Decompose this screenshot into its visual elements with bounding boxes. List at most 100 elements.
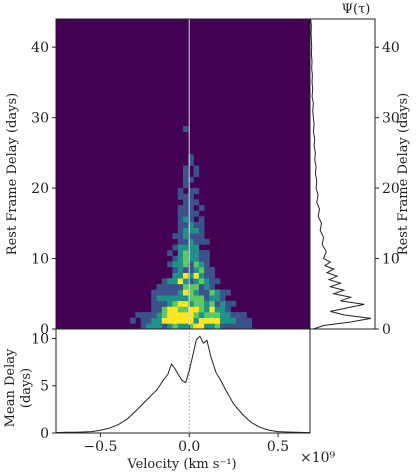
heatmap-cell xyxy=(193,210,200,217)
heatmap-cell xyxy=(204,312,210,319)
mean-frame xyxy=(55,328,311,434)
heatmap-cell xyxy=(177,278,184,285)
heatmap-cell xyxy=(188,154,194,161)
heatmap-cell xyxy=(156,295,163,302)
heatmap-cell xyxy=(198,317,205,324)
heatmap-cell xyxy=(183,261,189,268)
heatmap-cell xyxy=(193,278,200,285)
heatmap-cell xyxy=(156,289,163,296)
heatmap-cell xyxy=(204,250,210,257)
heatmap-cell xyxy=(177,289,184,296)
heatmap-cell xyxy=(188,278,194,285)
heatmap-cell xyxy=(225,300,231,307)
heatmap-cell xyxy=(209,323,216,330)
heatmap-cell xyxy=(177,250,184,257)
heatmap-cell xyxy=(183,221,189,228)
heatmap-cell xyxy=(183,278,189,285)
heatmap-cell xyxy=(167,283,173,290)
heatmap-cell xyxy=(172,295,179,302)
heatmap-cell xyxy=(151,289,157,296)
heatmap-cell xyxy=(130,317,136,324)
heatmap-cell xyxy=(188,244,194,251)
heatmap-cell xyxy=(183,238,189,245)
heatmap-cell xyxy=(183,205,189,211)
heatmap-cell xyxy=(204,300,210,307)
heatmap-cell xyxy=(209,272,216,279)
heatmap-cell xyxy=(198,300,205,307)
heatmap-cell xyxy=(193,317,200,324)
heatmap-cell xyxy=(172,283,179,290)
heatmap-cell xyxy=(193,255,200,262)
psi-y-tick-label: 10 xyxy=(382,252,400,268)
heatmap-cell xyxy=(161,278,168,285)
heatmap-cell xyxy=(193,283,200,290)
heatmap-cell xyxy=(188,317,194,324)
heatmap-cell xyxy=(177,300,184,307)
heatmap-y-tick-label: 20 xyxy=(31,181,49,197)
heatmap-cell xyxy=(204,238,210,245)
heatmap-cell xyxy=(188,250,194,257)
heatmap-cell xyxy=(198,323,205,330)
heatmap-cell xyxy=(193,188,200,195)
heatmap-cell xyxy=(209,278,216,285)
heatmap-cell xyxy=(198,205,205,211)
heatmap-cell xyxy=(183,199,189,206)
mean-y-tick-label: 0 xyxy=(40,426,49,442)
psi-y-tick-label: 20 xyxy=(382,181,400,197)
heatmap-cell xyxy=(145,312,152,319)
heatmap-cell xyxy=(172,317,179,324)
heatmap-cell xyxy=(209,267,216,273)
heatmap-cell xyxy=(167,295,173,302)
heatmap-cell xyxy=(230,317,237,324)
heatmap-cell xyxy=(161,295,168,302)
heatmap-cell xyxy=(151,295,157,302)
heatmap-cell xyxy=(214,295,221,302)
heatmap-cell xyxy=(188,255,194,262)
heatmap-cell xyxy=(235,312,242,319)
heatmap-cell xyxy=(188,227,194,234)
x-multiplier-label: ×10⁹ xyxy=(300,450,336,466)
heatmap-cell xyxy=(167,278,173,285)
heatmap-cell xyxy=(183,165,189,172)
heatmap-cell xyxy=(161,323,168,330)
heatmap-cell xyxy=(220,289,226,296)
heatmap-cell xyxy=(183,233,189,240)
heatmap-cell xyxy=(183,272,189,279)
heatmap-cell xyxy=(214,300,221,307)
heatmap-cell xyxy=(156,312,163,319)
heatmap-cell xyxy=(177,188,184,195)
heatmap-cell xyxy=(177,255,184,262)
heatmap-cell xyxy=(193,250,200,257)
psi-y-tick-label: 40 xyxy=(382,40,400,56)
heatmap-cell xyxy=(161,283,168,290)
heatmap-cell xyxy=(156,323,163,330)
psi-y-tick-label: 30 xyxy=(382,111,400,127)
heatmap-cell xyxy=(204,323,210,330)
heatmap-cell xyxy=(172,278,179,285)
heatmap-cell xyxy=(172,272,179,279)
heatmap-cell xyxy=(209,300,216,307)
heatmap-cell xyxy=(193,306,200,313)
heatmap-cell xyxy=(209,312,216,319)
heatmap-cell xyxy=(214,317,221,324)
heatmap-cell xyxy=(188,233,194,240)
heatmap-cell xyxy=(193,244,200,251)
mean-y-ticks: 0 5 10 xyxy=(31,331,56,442)
heatmap-cell xyxy=(246,323,253,330)
heatmap-y-tick-label: 0 xyxy=(40,322,49,338)
heatmap-cell xyxy=(183,267,189,273)
heatmap-cell xyxy=(183,126,189,133)
mean-x-tick-label: 0.5 xyxy=(267,439,289,455)
heatmap-cell xyxy=(177,267,184,273)
heatmap-cell xyxy=(183,312,189,319)
heatmap-cell xyxy=(204,283,210,290)
heatmap-cell xyxy=(193,165,200,172)
heatmap-cell xyxy=(204,255,210,262)
delay-distribution-panel: 0 10 20 30 40 Ψ(τ) Rest Frame Delay (days) xyxy=(309,2,411,338)
heatmap-y-tick-label: 40 xyxy=(31,40,49,56)
heatmap-cell xyxy=(161,300,168,307)
heatmap-cell xyxy=(198,250,205,257)
heatmap-cell xyxy=(161,289,168,296)
psi-y-tick-label: 0 xyxy=(382,322,391,338)
heatmap-cell xyxy=(167,306,173,313)
